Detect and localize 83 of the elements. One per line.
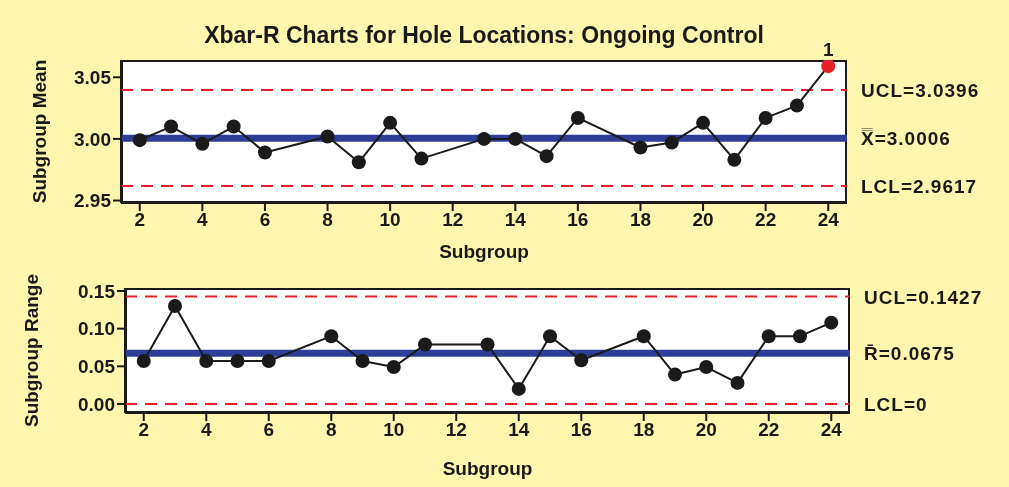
point [730, 375, 745, 390]
point [477, 131, 491, 146]
x-tick-label: 14 [508, 419, 530, 441]
y-axis-title: Subgroup Range [20, 273, 42, 428]
point [539, 149, 554, 164]
ref-line-label: X̿=3.0006 [861, 128, 951, 150]
y-tick-label: 3.05 [74, 67, 112, 88]
point [418, 337, 432, 352]
point [261, 354, 276, 369]
point [789, 98, 804, 113]
ref-line-label: UCL=3.0396 [861, 80, 980, 102]
x-tick-label: 18 [629, 209, 652, 231]
x-tick-label: 16 [570, 419, 592, 441]
x-axis-title: Subgroup [442, 458, 533, 479]
point [324, 329, 339, 344]
ref-line-label: LCL=2.9617 [861, 176, 978, 198]
point [570, 110, 585, 125]
point [257, 145, 272, 160]
point [636, 329, 651, 344]
point [508, 131, 523, 146]
point [758, 110, 773, 125]
point [664, 135, 679, 150]
x-tick-label: 2 [134, 209, 146, 231]
point [136, 354, 151, 369]
y-tick-label: 0.10 [78, 318, 115, 340]
point [761, 329, 776, 344]
point [195, 136, 210, 151]
ref-line-label: UCL=0.1427 [864, 286, 983, 308]
ref-line-label: LCL=0 [864, 393, 928, 415]
x-axis-title: Subgroup [439, 241, 529, 262]
x-tick-label: 6 [259, 209, 271, 231]
x-tick-label: 24 [820, 419, 843, 441]
x-tick-label: 20 [695, 419, 717, 441]
y-axis-title: Subgroup Mean [28, 59, 50, 204]
y-tick-label: 2.95 [74, 190, 112, 212]
point [699, 360, 714, 375]
point [351, 155, 366, 170]
point [727, 152, 742, 167]
point [386, 360, 401, 375]
point [383, 115, 398, 130]
x-tick-label: 6 [263, 419, 275, 441]
point [414, 151, 429, 166]
point [821, 60, 836, 74]
x-tick-label: 8 [322, 209, 333, 231]
x-tick-label: 14 [504, 209, 527, 231]
y-tick-label: 0.00 [78, 393, 115, 415]
point [824, 315, 839, 330]
x-tick-label: 12 [445, 419, 467, 441]
point [355, 354, 370, 369]
point [574, 353, 589, 368]
point [164, 119, 179, 134]
x-tick-label: 16 [567, 209, 589, 231]
point [320, 129, 335, 144]
ref-line-label: R̄=0.0675 [864, 343, 955, 365]
point [543, 329, 557, 344]
y-tick-label: 0.05 [78, 356, 116, 378]
point [168, 299, 182, 314]
x-tick-label: 10 [383, 419, 405, 441]
point [793, 329, 807, 344]
x-tick-label: 22 [758, 419, 780, 441]
x-tick-label: 18 [633, 419, 655, 441]
point [696, 115, 711, 130]
point [633, 140, 648, 155]
x-tick-label: 10 [379, 209, 401, 231]
point [132, 133, 147, 148]
point [199, 354, 214, 369]
y-tick-label: 0.15 [78, 280, 116, 302]
x-tick-label: 24 [817, 209, 840, 231]
x-tick-label: 4 [197, 209, 209, 231]
point [226, 119, 241, 134]
x-tick-label: 12 [442, 209, 464, 231]
chart-title: Xbar-R Charts for Hole Locations: Ongoing Control [204, 22, 764, 48]
point [668, 367, 682, 382]
x-tick-label: 2 [138, 419, 150, 441]
x-tick-label: 22 [755, 209, 777, 231]
y-tick-label: 3.00 [74, 128, 111, 150]
x-tick-label: 20 [692, 209, 714, 231]
annotation: 1 [822, 39, 834, 61]
point [480, 337, 495, 352]
x-tick-label: 4 [200, 419, 212, 441]
point [511, 381, 526, 396]
point [230, 354, 245, 369]
x-tick-label: 8 [325, 419, 337, 441]
